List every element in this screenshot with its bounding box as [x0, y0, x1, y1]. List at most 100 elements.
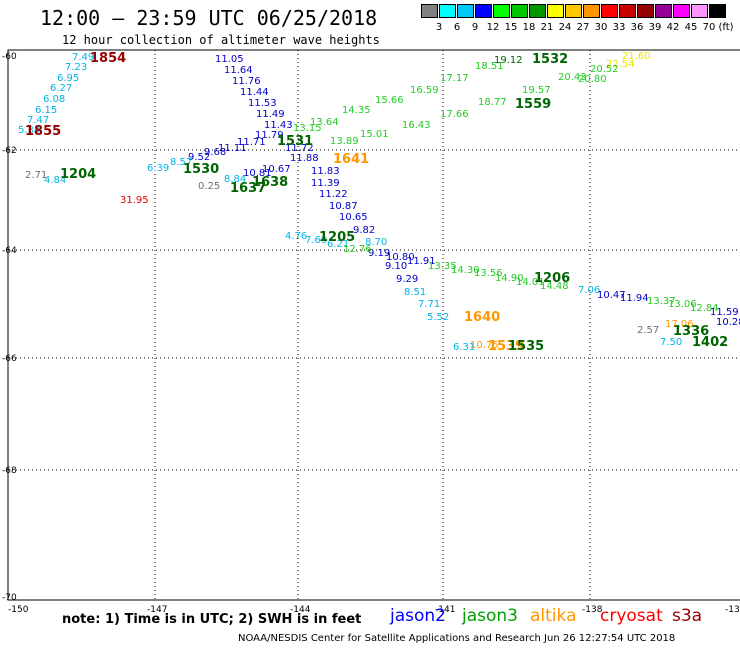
scale-label: 9: [471, 22, 479, 33]
scale-swatch: [673, 4, 690, 18]
wave-height-value: 6.95: [57, 73, 79, 84]
scale-swatch: [547, 4, 564, 18]
wave-height-value: 11.44: [240, 87, 269, 98]
scale-label: 42: [666, 22, 680, 33]
scale-swatch: [529, 4, 546, 18]
map-frame: [7, 49, 740, 601]
wave-height-value: 11.83: [311, 166, 340, 177]
wave-height-value: 5.34: [18, 125, 40, 136]
wave-height-value: 14.35: [342, 105, 371, 116]
pass-time-label: 1641: [333, 152, 369, 167]
scale-swatch: [421, 4, 438, 18]
wave-height-value: 13.89: [330, 136, 359, 147]
wave-height-observations: 7.497.236.956.276.086.157.475.34 2.714.84…: [18, 51, 740, 353]
wave-height-value: 11.79: [255, 130, 284, 141]
latitude-label: -64: [2, 246, 17, 256]
wave-height-value: 6.21: [327, 239, 349, 250]
scale-swatch: [637, 4, 654, 18]
wave-height-value: 7.49: [72, 52, 94, 63]
wave-height-value: 7.06: [578, 285, 600, 296]
wave-height-value: 31.95: [120, 195, 149, 206]
wave-height-value: 11.72: [285, 143, 314, 154]
latitude-label: -70: [2, 593, 17, 603]
wave-height-value: 7.47: [27, 115, 49, 126]
wave-height-value: 8.84: [224, 174, 246, 185]
wave-height-value: 7.69: [305, 235, 327, 246]
pass-time-label: 1637: [230, 181, 266, 196]
wave-height-value: 8.57: [170, 157, 192, 168]
pass-time-label: 1531: [277, 134, 313, 149]
pass-time-label: 1532: [532, 52, 568, 67]
wave-height-value: 11.53: [248, 98, 277, 109]
wave-height-value: 16.43: [402, 120, 431, 131]
wave-height-value: 13.37: [647, 296, 676, 307]
scale-label: 39: [648, 22, 662, 33]
pass-time-label: 1205: [319, 230, 355, 245]
wave-height-value: 7.23: [65, 62, 87, 73]
longitude-label: -138: [582, 605, 603, 615]
wave-height-value: 11.05: [215, 54, 244, 65]
wave-height-value: 9.52: [188, 152, 210, 163]
scale-label: 33: [612, 22, 626, 33]
scale-swatch: [475, 4, 492, 18]
wave-height-value: 16.59: [410, 85, 439, 96]
wave-height-value: 13.15: [293, 123, 322, 134]
scale-label: 70: [702, 22, 716, 33]
longitude-label: -144: [290, 605, 311, 615]
wave-height-value: 17.66: [440, 109, 469, 120]
pass-time-label: 1535: [508, 339, 544, 354]
wave-height-value: 6.31: [453, 342, 475, 353]
wave-height-value: 15.01: [360, 129, 389, 140]
scale-label: 6: [453, 22, 461, 33]
wave-height-value: 7.50: [660, 337, 682, 348]
scale-swatch: [565, 4, 582, 18]
wave-height-value: 11.39: [311, 178, 340, 189]
wave-height-value: 14.90: [495, 273, 524, 284]
longitude-label: -147: [147, 605, 167, 615]
wave-height-value: 15.66: [375, 95, 404, 106]
scale-label: 12: [486, 22, 500, 33]
wave-height-value: 11.71: [237, 137, 266, 148]
footer-note: note: 1) Time is in UTC; 2) SWH is in fe…: [62, 612, 362, 627]
scale-label: 3: [435, 22, 443, 33]
wave-height-value: 6.39: [147, 163, 169, 174]
scale-swatch: [619, 4, 636, 18]
wave-height-value: 21.60: [622, 51, 651, 62]
scale-label: 18: [522, 22, 536, 33]
wave-height-value: 11.59: [710, 307, 739, 318]
wave-height-value: 0.25: [198, 181, 220, 192]
longitude-label: -141: [435, 605, 455, 615]
scale-label: 30: [594, 22, 608, 33]
wave-height-value: 14.48: [540, 281, 569, 292]
wave-height-value: 20.80: [578, 74, 607, 85]
wave-height-value: 10.28: [716, 317, 740, 328]
map-subtitle: 12 hour collection of altimeter wave hei…: [62, 33, 380, 47]
pass-time-label: 1204: [60, 167, 96, 182]
scale-label: 24: [558, 22, 572, 33]
wave-height-value: 9.10: [385, 261, 407, 272]
wave-height-value: 18.51: [475, 61, 504, 72]
map-title: 12:00 – 23:59 UTC 06/25/2018: [40, 6, 378, 30]
pass-time-label: 1539: [488, 339, 524, 354]
wave-height-value: 11.49: [256, 109, 285, 120]
pass-time-label: 1559: [515, 97, 551, 112]
wave-height-value: 7.71: [418, 299, 440, 310]
wave-height-value: 13.64: [310, 117, 339, 128]
wave-height-value: 9.29: [396, 274, 418, 285]
wave-height-value: 10.47: [597, 290, 626, 301]
legend-jason3: jason3: [462, 606, 518, 626]
pass-time-label: 1855: [25, 124, 61, 139]
wave-height-value: 2.57: [637, 325, 659, 336]
scale-swatch: [691, 4, 708, 18]
wave-height-value: 10.67: [262, 164, 291, 175]
wave-height-value: 10.87: [329, 201, 358, 212]
scale-swatch: [457, 4, 474, 18]
wave-height-value: 10.65: [339, 212, 368, 223]
wave-height-value: 13.35: [428, 261, 457, 272]
wave-height-value: 11.91: [407, 256, 436, 267]
scale-label: 21: [540, 22, 554, 33]
wave-height-value: 11.88: [290, 153, 319, 164]
longitude-label: -150: [8, 605, 29, 615]
